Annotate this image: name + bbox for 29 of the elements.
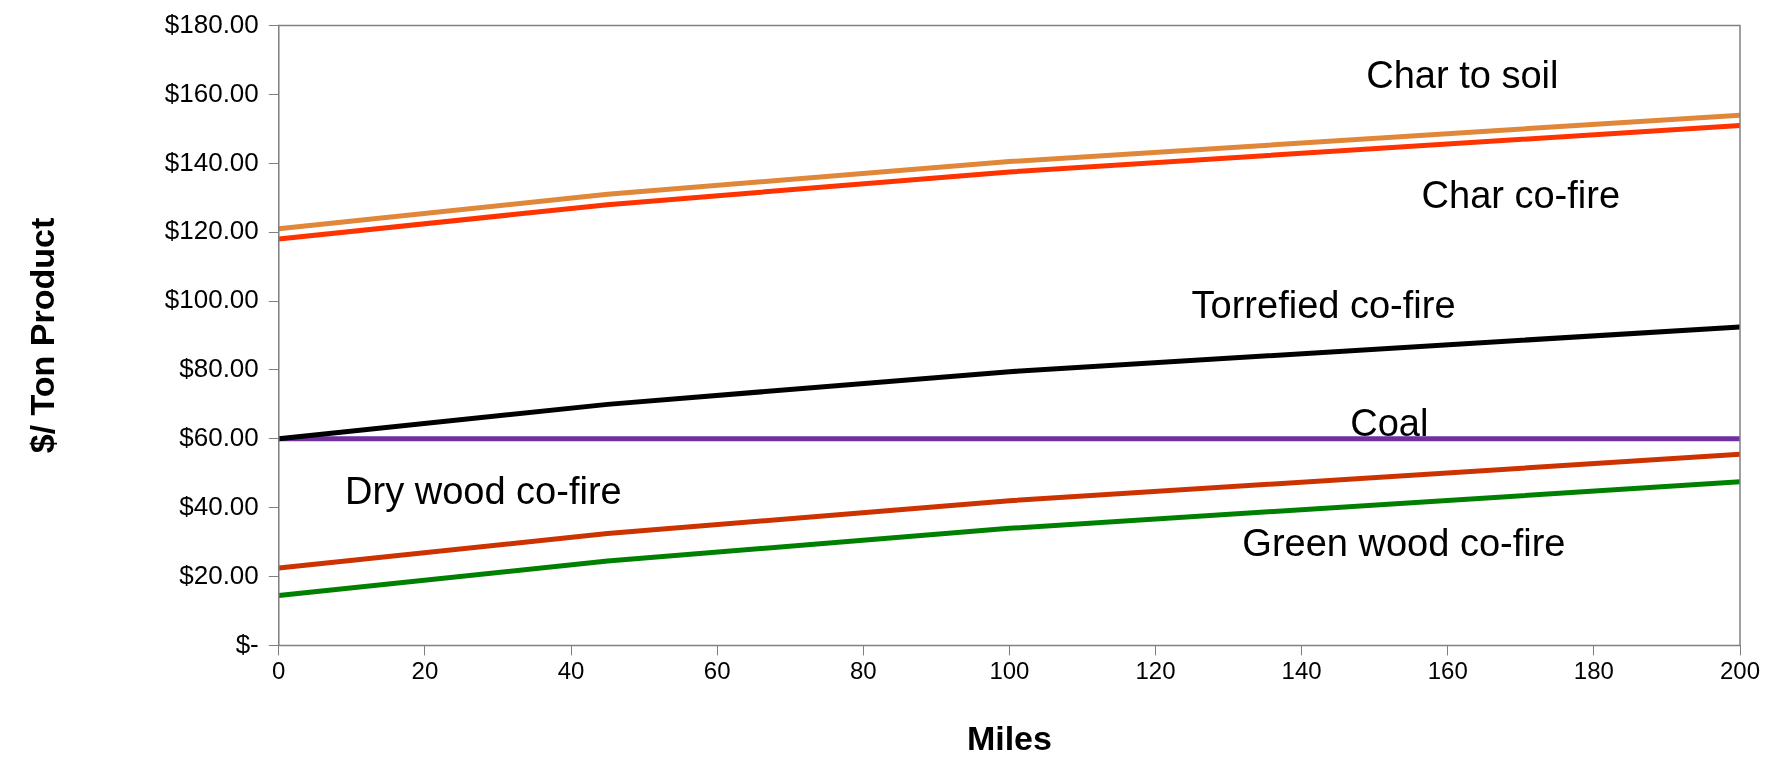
y-tick-label: $100.00: [164, 284, 259, 315]
series-label: Dry wood co-fire: [345, 470, 622, 513]
x-tick-label: 0: [272, 657, 286, 685]
x-axis-title: Miles: [966, 718, 1052, 757]
x-tick-label: 20: [411, 657, 439, 685]
x-tick-label: 180: [1573, 657, 1614, 685]
y-tick-label: $60.00: [179, 421, 259, 452]
x-tick-label: 160: [1427, 657, 1468, 685]
y-tick-label: $140.00: [164, 146, 259, 177]
y-tick-label: $-: [235, 628, 259, 659]
series-label: Char co-fire: [1421, 174, 1621, 217]
x-tick-label: 140: [1281, 657, 1322, 685]
y-tick-label: $160.00: [164, 77, 259, 108]
series-label: Torrefied co-fire: [1191, 284, 1456, 327]
y-axis-title: $/ Ton Product: [22, 217, 61, 454]
y-tick-label: $40.00: [179, 490, 259, 521]
y-tick-label: $180.00: [164, 8, 259, 39]
x-tick-label: 60: [703, 657, 731, 685]
y-tick-label: $120.00: [164, 215, 259, 246]
series-label: Green wood co-fire: [1242, 522, 1566, 565]
y-tick-label: $20.00: [179, 559, 259, 590]
x-tick-label: 100: [989, 657, 1030, 685]
series-label: Coal: [1350, 401, 1429, 444]
x-tick-label: 200: [1719, 657, 1761, 685]
y-tick-label: $80.00: [179, 353, 259, 384]
x-tick-label: 120: [1135, 657, 1176, 685]
x-tick-label: 40: [557, 657, 585, 685]
x-tick-label: 80: [849, 657, 877, 685]
series-label: Char to soil: [1366, 53, 1559, 96]
